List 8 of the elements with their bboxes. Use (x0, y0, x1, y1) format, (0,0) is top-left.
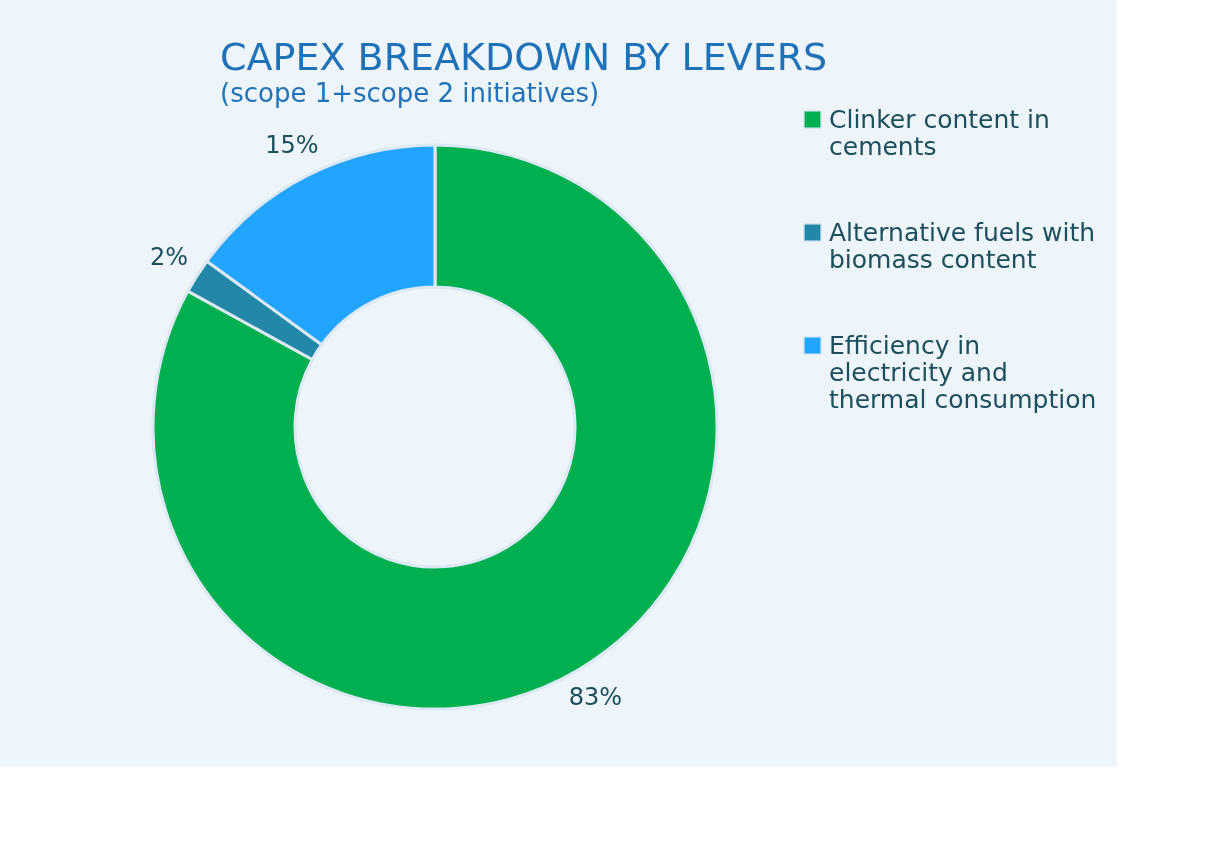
data-label: 83% (568, 683, 623, 712)
legend-label: Efficiency in electricity and thermal consumption (829, 330, 1097, 414)
data-label: 2% (150, 243, 189, 272)
chart-title: CAPEX BREAKDOWN BY LEVERS (220, 35, 828, 79)
legend-label: Clinker content in cements (829, 104, 1050, 161)
legend-label: Alternative fuels with biomass content (829, 217, 1096, 274)
data-label: 15% (265, 131, 319, 160)
chart-subtitle: (scope 1+scope 2 initiatives) (220, 78, 600, 108)
